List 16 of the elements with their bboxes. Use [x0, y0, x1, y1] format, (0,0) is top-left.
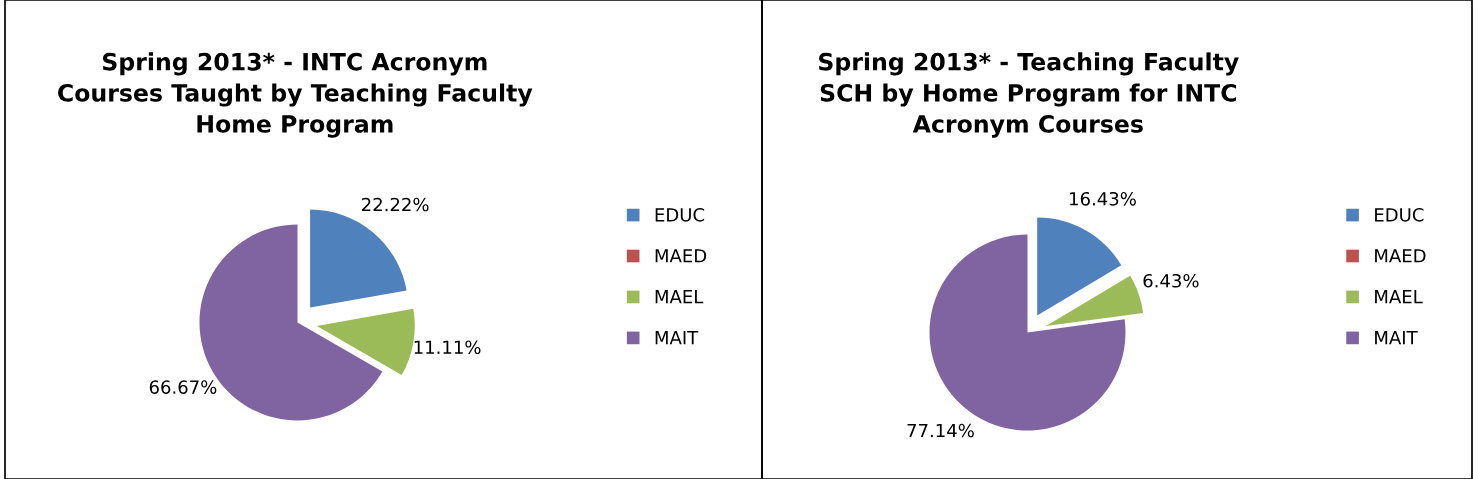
legend-label: MAED: [1375, 249, 1426, 263]
chart-title: Spring 2013* - Teaching Faculty SCH by Home Program for INTC Acronym Courses: [819, 52, 1239, 138]
data-label: 16.43%: [1070, 191, 1136, 206]
legend-label: MAEL: [1375, 290, 1423, 304]
legend-label: EDUC: [1375, 207, 1424, 222]
legend-label: MAIT: [1375, 331, 1418, 345]
data-label: 66.67%: [149, 380, 217, 394]
legend-label: MAEL: [655, 290, 704, 304]
data-label: 77.14%: [907, 423, 974, 438]
legend-label: EDUC: [655, 207, 705, 222]
data-label: 6.43%: [1143, 273, 1199, 288]
chart-title: Spring 2013* - INTC Acronym Courses Taught by Teaching Faculty Home Program: [58, 52, 533, 138]
legend-label: MAED: [655, 249, 707, 263]
data-label: 11.11%: [414, 340, 481, 355]
data-label: 22.22%: [362, 197, 429, 212]
legend-label: MAIT: [655, 331, 699, 345]
